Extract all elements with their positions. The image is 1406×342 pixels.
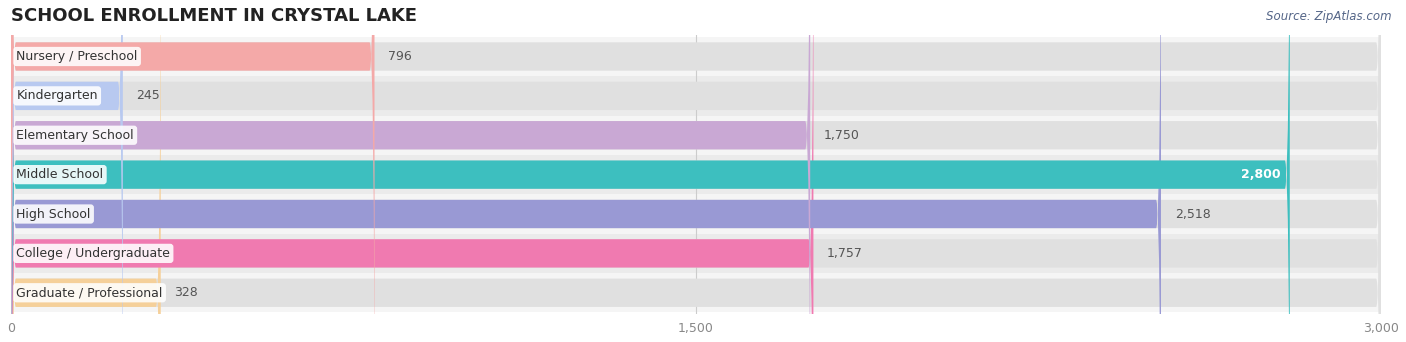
- Bar: [11, 273, 1381, 313]
- Text: 1,750: 1,750: [824, 129, 860, 142]
- Text: 2,518: 2,518: [1174, 208, 1211, 221]
- Text: Elementary School: Elementary School: [17, 129, 134, 142]
- Text: High School: High School: [17, 208, 91, 221]
- Text: College / Undergraduate: College / Undergraduate: [17, 247, 170, 260]
- FancyBboxPatch shape: [11, 0, 1289, 342]
- Text: Middle School: Middle School: [17, 168, 104, 181]
- Text: Nursery / Preschool: Nursery / Preschool: [17, 50, 138, 63]
- Text: 2,800: 2,800: [1241, 168, 1281, 181]
- FancyBboxPatch shape: [11, 0, 1381, 342]
- FancyBboxPatch shape: [11, 0, 810, 342]
- Bar: [11, 37, 1381, 76]
- Text: 328: 328: [174, 286, 198, 299]
- Text: Kindergarten: Kindergarten: [17, 89, 98, 102]
- Bar: [11, 234, 1381, 273]
- FancyBboxPatch shape: [11, 0, 374, 342]
- Text: 1,757: 1,757: [827, 247, 863, 260]
- Text: SCHOOL ENROLLMENT IN CRYSTAL LAKE: SCHOOL ENROLLMENT IN CRYSTAL LAKE: [11, 7, 418, 25]
- FancyBboxPatch shape: [11, 0, 814, 342]
- Text: 796: 796: [388, 50, 412, 63]
- Bar: [11, 194, 1381, 234]
- Text: Graduate / Professional: Graduate / Professional: [17, 286, 163, 299]
- FancyBboxPatch shape: [11, 0, 1161, 342]
- FancyBboxPatch shape: [11, 0, 1381, 342]
- Bar: [11, 116, 1381, 155]
- Text: Source: ZipAtlas.com: Source: ZipAtlas.com: [1267, 10, 1392, 23]
- FancyBboxPatch shape: [11, 0, 1381, 342]
- Bar: [11, 76, 1381, 116]
- FancyBboxPatch shape: [11, 0, 1381, 342]
- Text: 245: 245: [136, 89, 160, 102]
- FancyBboxPatch shape: [11, 0, 160, 342]
- FancyBboxPatch shape: [11, 0, 122, 342]
- FancyBboxPatch shape: [11, 0, 1381, 342]
- FancyBboxPatch shape: [11, 0, 1381, 342]
- FancyBboxPatch shape: [11, 0, 1381, 342]
- Bar: [11, 155, 1381, 194]
